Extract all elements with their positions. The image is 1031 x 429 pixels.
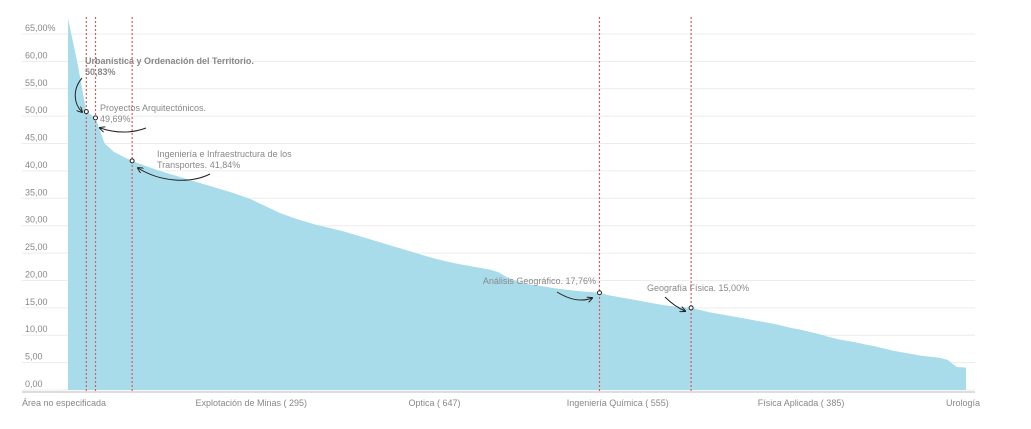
y-tick-label: 60,00 [25, 50, 48, 60]
y-tick-label: 30,00 [25, 215, 48, 225]
point-marker [92, 115, 98, 121]
y-tick-label: 45,00 [25, 133, 48, 143]
annotation-arrow [100, 128, 147, 133]
annotation-arrow [556, 291, 592, 300]
y-tick-label: 15,00 [25, 297, 48, 307]
x-tick-label: Urología [946, 398, 980, 408]
annotation-label: Geografía Física. [647, 283, 716, 293]
annotation-label: Transportes. [157, 160, 207, 170]
value-label: 17,76% [565, 276, 596, 286]
annotation-label: Proyectos Arquitectónicos. [100, 103, 206, 113]
area [68, 18, 966, 391]
annotation-text: Urbanística y Ordenación del Territorio. [85, 56, 254, 66]
annotation-text: Análisis Geográfico. 17,76% [483, 276, 596, 286]
y-tick-label: 5,00 [25, 352, 43, 362]
annotation-text: Geografía Física. 15,00% [647, 283, 749, 293]
y-tick-label: 40,00 [25, 160, 48, 170]
point-marker [83, 109, 89, 115]
y-tick-label: 55,00 [25, 78, 48, 88]
y-tick-label: 20,00 [25, 269, 48, 279]
annotation-text: Ingeniería e Infraestructura de los [157, 149, 292, 159]
x-tick-label: Optica ( 647) [409, 398, 461, 408]
point-marker [129, 158, 135, 164]
y-tick-label: 25,00 [25, 242, 48, 252]
annotation-label: Análisis Geográfico. [483, 276, 563, 286]
y-tick-label: 65,00% [25, 23, 56, 33]
x-tick-label: Explotación de Minas ( 295) [195, 398, 307, 408]
annotation-text: Transportes. 41,84% [157, 160, 240, 170]
y-tick-label: 0,00 [25, 379, 43, 389]
value-label: 50,83% [85, 67, 116, 77]
value-label: 41,84% [210, 160, 241, 170]
point-marker [596, 290, 602, 296]
annotation-text: Proyectos Arquitectónicos. [100, 103, 206, 113]
y-tick-label: 50,00 [25, 105, 48, 115]
annotation-label: Ingeniería e Infraestructura de los [157, 149, 292, 159]
x-tick-label: Área no especificada [22, 398, 106, 408]
point-marker [688, 305, 694, 311]
annotation-arrow [664, 296, 685, 311]
annotation-arrow [74, 77, 82, 112]
value-label: 15,00% [719, 283, 750, 293]
y-tick-label: 35,00 [25, 187, 48, 197]
value-label: 49,69% [100, 114, 131, 124]
annotation-label: Urbanística y Ordenación del Territorio. [85, 56, 254, 66]
x-tick-label: Física Aplicada ( 385) [758, 398, 845, 408]
y-tick-label: 10,00 [25, 324, 48, 334]
x-tick-label: Ingeniería Química ( 555) [567, 398, 669, 408]
annotation-arrow [138, 168, 211, 181]
